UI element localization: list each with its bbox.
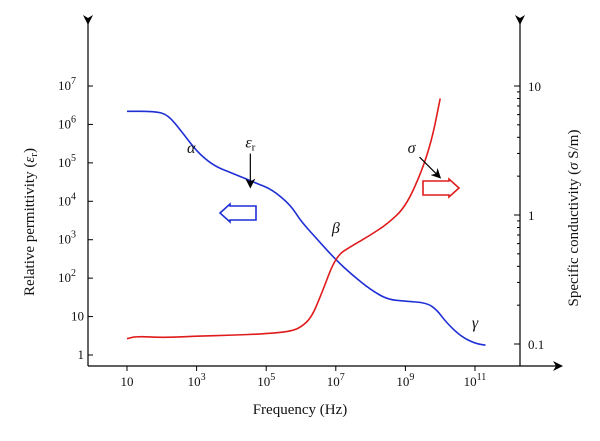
x-axis-ticks: 10 103 105 107 109 1011 — [121, 366, 487, 389]
left-y-axis-ticks: 1 10 102 103 104 105 106 107 — [58, 76, 93, 362]
x-axis-label: Frequency (Hz) — [253, 402, 348, 418]
right-y-axis-ticks: 0.1 1 10 — [514, 79, 544, 352]
x-tick-label: 107 — [327, 372, 345, 389]
left-y-tick-label: 10 — [71, 309, 84, 324]
left-y-tick-label: 105 — [58, 153, 76, 170]
left-y-tick-label: 1 — [78, 347, 85, 362]
x-tick-label: 103 — [188, 372, 206, 389]
left-y-tick-label: 106 — [58, 114, 76, 131]
series-lines — [126, 98, 486, 346]
right-axis-direction-arrow — [422, 177, 461, 199]
left-y-axis-label: Relative permittivity (εr) — [22, 148, 40, 296]
left-y-tick-label: 107 — [58, 76, 76, 93]
permittivity-line — [127, 110, 486, 346]
sigma-annotation: σ — [408, 140, 417, 157]
epsilon-r-annotation: εr — [245, 135, 255, 154]
greek-annotation: α — [187, 140, 196, 157]
conductivity-line — [126, 98, 441, 340]
left-y-tick-label: 104 — [58, 191, 76, 208]
left-y-tick-label: 102 — [58, 268, 76, 285]
sigma-pointer-arrow — [419, 156, 442, 179]
axes — [83, 15, 563, 371]
left-y-tick-label: 103 — [58, 230, 76, 247]
right-y-tick-label: 1 — [528, 208, 535, 223]
x-tick-label: 10 — [121, 374, 134, 389]
greek-annotation: γ — [472, 315, 479, 332]
x-tick-label: 105 — [257, 372, 275, 389]
right-y-tick-label: 10 — [528, 79, 541, 94]
right-y-axis-label: Specific conductivity (σ S/m) — [566, 130, 582, 307]
greek-annotation: β — [331, 220, 340, 237]
annotations: α β γ εr σ — [187, 135, 479, 333]
right-y-tick-label: 0.1 — [528, 337, 544, 352]
x-tick-label: 1011 — [464, 372, 487, 389]
left-axis-direction-arrow — [218, 202, 257, 224]
x-tick-label: 109 — [396, 372, 414, 389]
